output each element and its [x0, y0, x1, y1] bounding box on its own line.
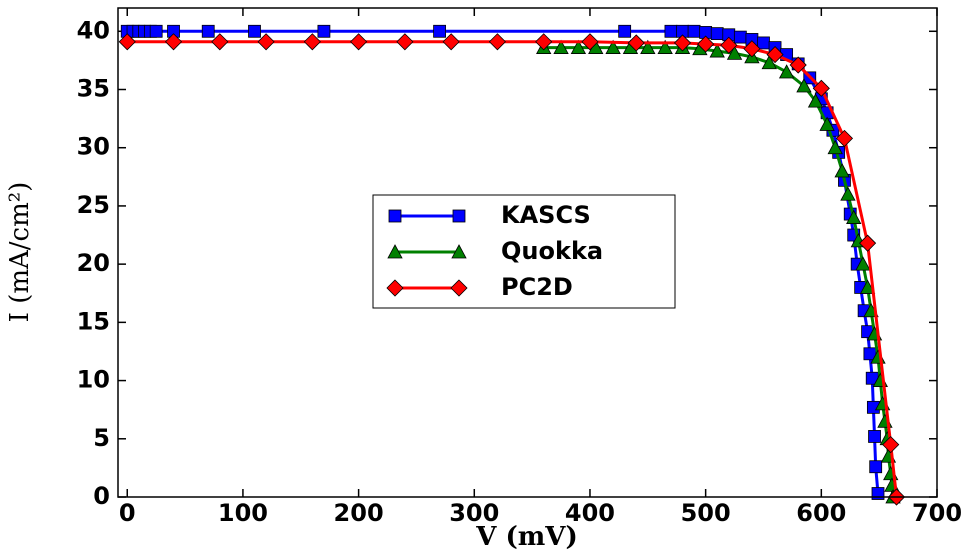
marker — [709, 43, 725, 58]
marker — [807, 93, 824, 108]
marker — [553, 39, 569, 54]
marker — [118, 33, 136, 51]
x-tick-label: 0 — [119, 499, 136, 527]
marker — [796, 78, 812, 93]
marker — [761, 54, 777, 70]
marker — [303, 33, 321, 51]
legend-label: KASCS — [501, 201, 591, 229]
marker — [868, 430, 881, 443]
marker — [664, 24, 678, 38]
marker — [720, 36, 738, 54]
marker — [451, 244, 467, 259]
marker — [248, 24, 261, 38]
marker — [640, 39, 656, 54]
marker — [618, 24, 632, 38]
y-tick-label: 20 — [77, 249, 110, 277]
marker — [726, 45, 743, 60]
marker — [778, 64, 795, 79]
marker — [627, 34, 645, 52]
marker — [350, 33, 368, 51]
marker — [846, 209, 862, 224]
marker — [766, 46, 784, 64]
marker — [819, 116, 835, 131]
marker — [387, 244, 403, 259]
marker — [257, 33, 275, 51]
marker — [570, 39, 587, 54]
marker — [452, 209, 466, 223]
marker — [386, 279, 404, 297]
x-tick-label: 100 — [218, 499, 268, 527]
marker — [812, 79, 830, 97]
x-tick-label: 700 — [912, 499, 962, 527]
marker — [743, 40, 761, 58]
marker — [840, 186, 856, 201]
marker — [733, 30, 747, 44]
marker — [834, 163, 850, 178]
marker — [605, 39, 621, 54]
marker — [396, 33, 414, 51]
marker — [581, 33, 599, 51]
y-tick-label: 40 — [77, 16, 110, 44]
marker — [859, 234, 877, 252]
marker — [388, 209, 402, 223]
marker — [442, 33, 460, 51]
marker — [827, 139, 843, 155]
x-tick-label: 200 — [334, 499, 384, 527]
x-tick-label: 600 — [796, 499, 846, 527]
y-tick-label: 30 — [77, 133, 110, 161]
y-tick-label: 25 — [77, 191, 110, 219]
marker — [164, 33, 183, 51]
y-tick-label: 5 — [93, 424, 110, 452]
plot-frame — [117, 7, 938, 498]
legend-label: PC2D — [501, 273, 573, 301]
marker — [869, 460, 883, 474]
marker — [855, 256, 871, 271]
marker — [201, 24, 215, 38]
marker — [673, 34, 692, 52]
marker — [697, 35, 715, 53]
marker — [450, 279, 468, 297]
x-tick-label: 300 — [449, 499, 499, 527]
x-tick-label: 500 — [681, 499, 731, 527]
y-tick-label: 35 — [77, 75, 110, 103]
y-tick-label: 10 — [77, 366, 110, 394]
marker — [757, 36, 770, 50]
marker — [710, 27, 724, 41]
marker — [882, 436, 900, 454]
y-axis-label: I (mA/cm²) — [5, 182, 35, 323]
legend-label: Quokka — [501, 237, 603, 265]
marker — [149, 24, 163, 38]
x-axis-label: V (mV) — [475, 522, 578, 552]
marker — [687, 24, 701, 38]
marker — [835, 129, 854, 147]
marker — [535, 33, 553, 51]
marker — [488, 33, 506, 51]
marker — [211, 33, 229, 51]
marker — [433, 24, 446, 38]
marker — [789, 56, 807, 74]
x-tick-label: 400 — [565, 499, 615, 527]
y-tick-label: 15 — [77, 307, 110, 335]
y-tick-label: 0 — [93, 482, 110, 510]
marker — [657, 39, 673, 54]
marker — [317, 24, 331, 38]
marker — [859, 279, 876, 294]
